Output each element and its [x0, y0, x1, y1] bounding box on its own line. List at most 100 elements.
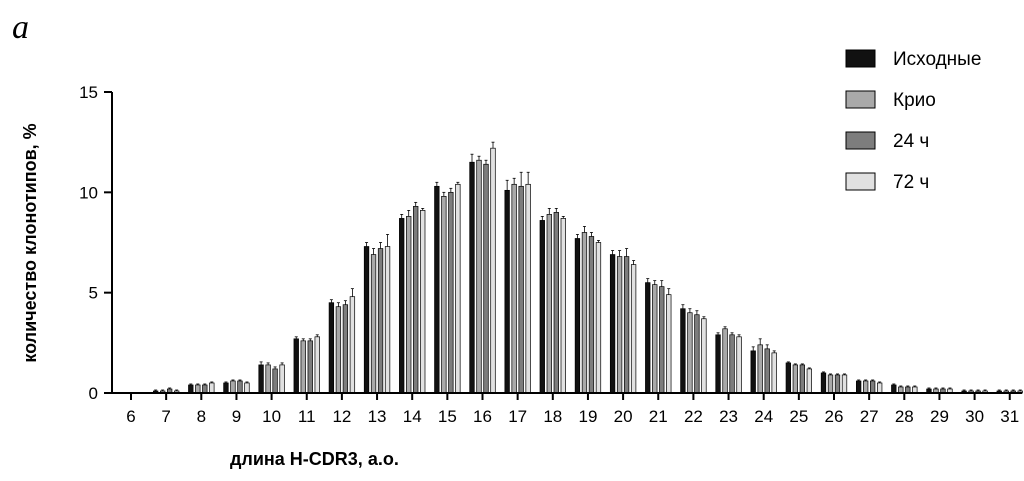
- legend-label: 24 ч: [893, 131, 929, 152]
- bar-72 ч-20: [630, 264, 637, 394]
- x-tick-label: 17: [508, 407, 527, 426]
- bar-Крио-14: [406, 216, 412, 394]
- x-tick-label: 19: [578, 407, 597, 426]
- y-tick-label: 5: [89, 284, 98, 303]
- bar-72 ч-13: [384, 246, 391, 394]
- legend-label: Исходные: [893, 49, 981, 70]
- bar-24 ч-16: [483, 163, 489, 394]
- y-tick-label: 0: [89, 384, 98, 403]
- bar-Крио-18: [546, 214, 552, 394]
- bar-Исходные-20: [609, 254, 616, 394]
- bar-24 ч-10: [272, 368, 278, 394]
- legend-swatch: [845, 49, 876, 68]
- y-axis-title: количество клонотипов, %: [20, 123, 40, 362]
- bar-Исходные-22: [680, 308, 686, 394]
- x-tick-label: 22: [684, 407, 703, 426]
- bar-Исходные-17: [504, 189, 510, 394]
- bar-24 ч-26: [834, 374, 841, 394]
- bar-Исходные-15: [434, 185, 440, 394]
- bar-Крио-9: [230, 380, 236, 394]
- x-tick-label: 24: [754, 407, 773, 426]
- bar-Исходные-9: [223, 382, 229, 394]
- x-tick-label: 26: [825, 407, 844, 426]
- x-tick-label: 10: [262, 407, 281, 426]
- x-tick-label: 25: [789, 407, 808, 426]
- bar-72 ч-27: [876, 382, 883, 394]
- bar-24 ч-20: [623, 256, 630, 394]
- bar-24 ч-22: [694, 314, 700, 394]
- bar-24 ч-27: [869, 380, 876, 394]
- bar-24 ч-9: [237, 380, 243, 394]
- legend-label: 72 ч: [893, 172, 929, 193]
- bar-72 ч-17: [525, 183, 531, 394]
- x-tick-label: 8: [197, 407, 206, 426]
- bar-Исходные-19: [574, 238, 581, 394]
- bar-Исходные-28: [891, 384, 897, 394]
- bar-Крио-25: [792, 364, 798, 394]
- y-ticks: 0 5 10 15: [79, 83, 112, 403]
- x-tick-label: 31: [1000, 407, 1019, 426]
- bar-72 ч-8: [209, 382, 215, 394]
- bar-Исходные-8: [188, 384, 194, 394]
- bar-Крио-27: [862, 380, 869, 394]
- bar-24 ч-17: [518, 185, 524, 394]
- bar-24 ч-23: [729, 334, 735, 394]
- x-tick-label: 23: [719, 407, 738, 426]
- x-ticks: 6 7 8 9 10 11 12 13 14 15 16 17 18 19 20 21 22 23 24 25 26 27…: [126, 393, 1019, 426]
- bar-72 ч-19: [595, 242, 602, 394]
- bar-Исходные-18: [539, 220, 545, 394]
- plot-area: [153, 141, 1023, 394]
- bar-72 ч-15: [455, 183, 461, 394]
- bar-72 ч-24: [771, 352, 777, 394]
- x-tick-label: 15: [438, 407, 457, 426]
- bar-Крио-20: [616, 256, 623, 394]
- bar-72 ч-9: [244, 382, 250, 394]
- legend-swatch: [845, 172, 876, 191]
- bar-72 ч-12: [349, 296, 356, 394]
- bar-24 ч-24: [764, 348, 770, 394]
- legend: Исходные Крио 24 ч 72 ч: [845, 49, 981, 193]
- bar-Крио-16: [476, 159, 482, 394]
- panel-label: а: [12, 9, 29, 46]
- bar-Исходные-27: [855, 380, 862, 394]
- legend-swatch: [845, 131, 876, 150]
- x-tick-label: 9: [232, 407, 241, 426]
- x-tick-label: 16: [473, 407, 492, 426]
- bar-72 ч-22: [701, 318, 707, 394]
- bar-72 ч-11: [314, 336, 320, 394]
- y-tick-label: 15: [79, 83, 98, 102]
- bar-Исходные-13: [363, 246, 370, 394]
- bar-24 ч-13: [377, 248, 384, 394]
- bar-Исходные-11: [293, 338, 299, 394]
- x-tick-label: 6: [126, 407, 135, 426]
- bar-Крио-8: [195, 384, 201, 394]
- bar-72 ч-10: [279, 364, 285, 394]
- bar-Исходные-26: [820, 372, 827, 394]
- bar-Крио-24: [757, 344, 763, 394]
- bar-72 ч-23: [736, 336, 742, 394]
- x-tick-label: 20: [614, 407, 633, 426]
- legend-label: Крио: [893, 90, 936, 111]
- bar-24 ч-12: [342, 304, 349, 394]
- bar-Исходные-12: [328, 302, 335, 394]
- bar-Крио-21: [652, 284, 658, 394]
- bar-Исходные-24: [750, 350, 756, 394]
- bar-24 ч-15: [448, 191, 454, 394]
- bar-24 ч-14: [413, 206, 419, 394]
- bar-72 ч-21: [666, 294, 672, 394]
- x-axis-title: длина H-CDR3, а.о.: [230, 449, 399, 469]
- bar-24 ч-18: [553, 212, 559, 394]
- bar-24 ч-21: [659, 286, 665, 394]
- x-tick-label: 29: [930, 407, 949, 426]
- bar-Исходные-21: [645, 282, 651, 394]
- bar-Исходные-23: [715, 334, 721, 394]
- y-tick-label: 10: [79, 183, 98, 202]
- bar-72 ч-16: [490, 147, 496, 394]
- bar-Крио-10: [265, 364, 271, 394]
- bar-24 ч-25: [799, 364, 805, 394]
- bar-Крио-26: [827, 374, 834, 394]
- x-tick-label: 7: [161, 407, 170, 426]
- x-tick-label: 13: [368, 407, 387, 426]
- bar-Крио-15: [441, 196, 447, 394]
